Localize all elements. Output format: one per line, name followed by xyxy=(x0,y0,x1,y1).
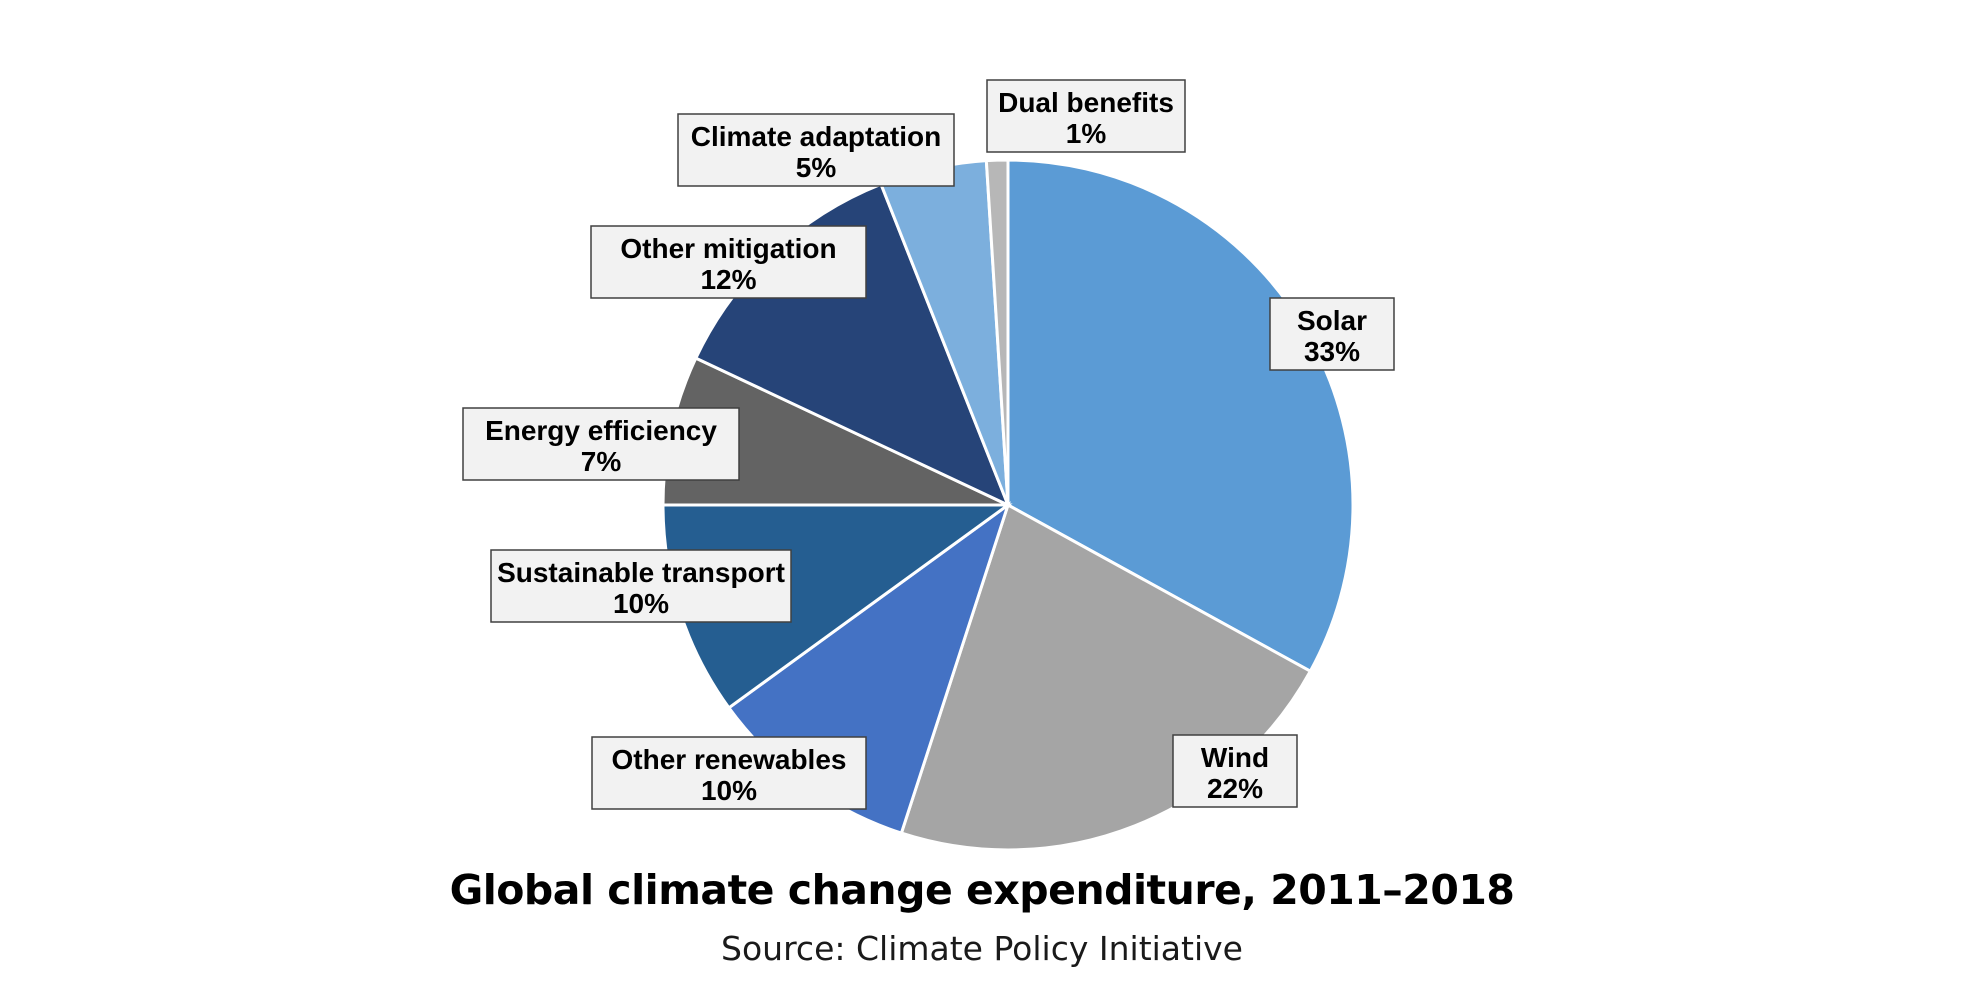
label-name-other-mitigation: Other mitigation xyxy=(620,233,836,264)
label-value-climate-adaptation: 5% xyxy=(796,152,837,183)
pie-slices xyxy=(661,158,1355,852)
label-name-energy-efficiency: Energy efficiency xyxy=(485,415,717,446)
label-name-wind: Wind xyxy=(1201,742,1269,773)
label-value-wind: 22% xyxy=(1207,773,1263,804)
label-value-energy-efficiency: 7% xyxy=(581,446,622,477)
label-value-solar: 33% xyxy=(1304,336,1360,367)
label-box-sustainable-transport xyxy=(490,549,792,623)
label-value-other-mitigation: 12% xyxy=(700,264,756,295)
label-name-dual-benefits: Dual benefits xyxy=(998,87,1174,118)
label-value-dual-benefits: 1% xyxy=(1066,118,1107,149)
label-box-wind xyxy=(1172,734,1298,808)
slice-dual-benefits xyxy=(984,158,1010,506)
label-value-other-renewables: 10% xyxy=(701,775,757,806)
label-box-other-mitigation xyxy=(590,225,867,299)
label-box-climate-adaptation xyxy=(677,113,955,187)
label-name-other-renewables: Other renewables xyxy=(612,744,847,775)
label-box-dual-benefits xyxy=(986,79,1186,153)
label-name-climate-adaptation: Climate adaptation xyxy=(691,121,941,152)
chart-title: Global climate change expenditure, 2011–… xyxy=(449,866,1515,914)
chart-subtitle: Source: Climate Policy Initiative xyxy=(721,929,1243,968)
label-box-other-renewables xyxy=(591,736,867,810)
label-box-energy-efficiency xyxy=(462,407,740,481)
label-box-solar xyxy=(1269,297,1395,371)
label-name-solar: Solar xyxy=(1297,305,1367,336)
label-name-sustainable-transport: Sustainable transport xyxy=(497,557,785,588)
label-value-sustainable-transport: 10% xyxy=(613,588,669,619)
